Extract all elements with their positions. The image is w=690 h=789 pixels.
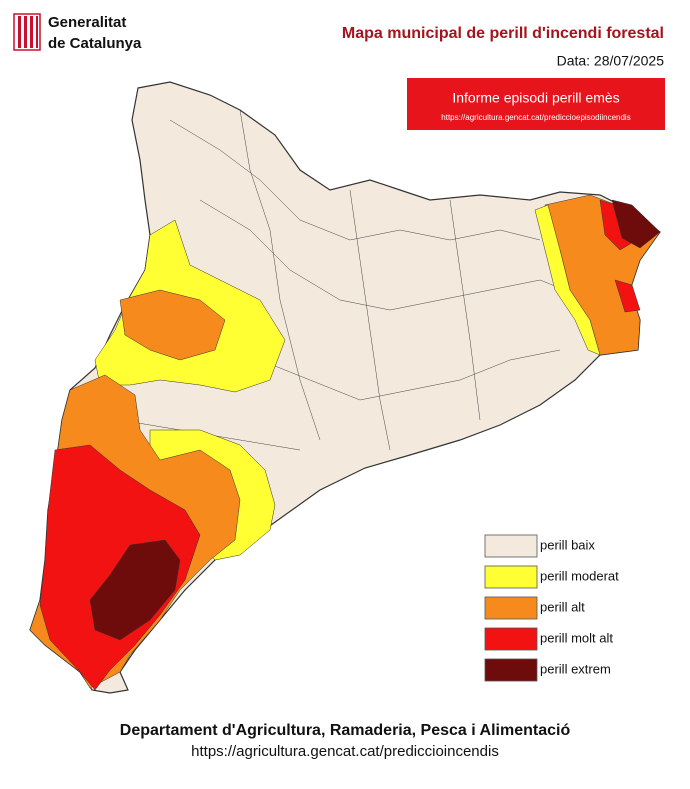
logo-icon (13, 13, 41, 51)
legend-label: perill moderat (540, 568, 619, 583)
legend-swatch (484, 596, 538, 620)
footer-department: Departament d'Agricultura, Ramaderia, Pe… (120, 722, 571, 739)
legend-label: perill alt (540, 599, 585, 614)
title: Mapa municipal de perill d'incendi fores… (342, 25, 664, 42)
region-extreme (89, 539, 181, 641)
alert-box (407, 78, 665, 130)
region-extreme (611, 199, 661, 249)
legend: perill baix perill moderat perill alt peril… (484, 534, 619, 682)
alert-url[interactable]: https://agricultura.gencat.cat/prediccio… (441, 113, 630, 122)
alert-text: Informe episodi perill emès (452, 90, 619, 106)
date: Data: 28/07/2025 (557, 53, 665, 69)
legend-label: perill extrem (540, 661, 611, 676)
region-high (119, 289, 226, 361)
legend-label: perill molt alt (540, 630, 613, 645)
legend-swatch (484, 534, 538, 558)
municipal-borders (119, 109, 591, 451)
region-very-high (614, 279, 641, 313)
legend-swatch (484, 658, 538, 682)
map (29, 81, 661, 694)
logo-text: de Catalunya (48, 35, 142, 52)
legend-swatch (484, 565, 538, 589)
legend-swatch (484, 627, 538, 651)
footer-url[interactable]: https://agricultura.gencat.cat/prediccio… (191, 743, 499, 760)
region-moderate (534, 204, 601, 356)
logo-text: Generalitat (48, 14, 126, 31)
legend-label: perill baix (540, 537, 595, 552)
